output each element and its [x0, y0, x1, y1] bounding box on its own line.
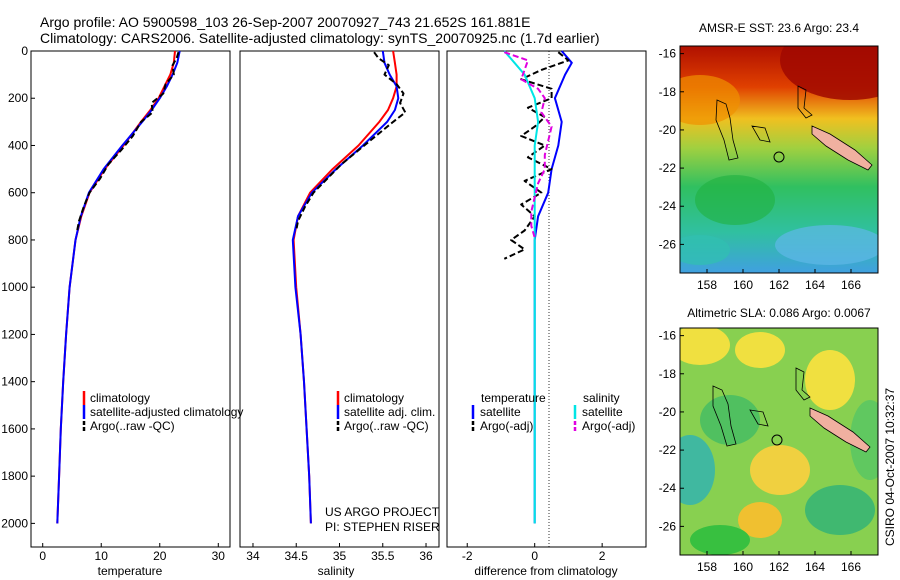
lat-tick-label: -18 — [659, 367, 677, 381]
legend-label-temp-satellite: satellite — [480, 405, 521, 419]
x-tick-label: 0 — [531, 549, 538, 563]
series-line-satellite-adj-clim — [291, 50, 400, 524]
legend-header-temperature: temperature — [481, 391, 546, 405]
x-tick-label: 2 — [599, 549, 606, 563]
depth-tick-label: 200 — [8, 91, 28, 105]
x-tick-label: 0 — [39, 549, 46, 563]
temperature-axes-box — [30, 50, 231, 548]
sla-argo-location-marker — [771, 434, 783, 446]
credit-project: US ARGO PROJECT — [325, 505, 440, 519]
lon-tick-label: 162 — [769, 278, 789, 292]
lon-tick-label: 166 — [841, 560, 861, 574]
figure-title-line-2: Climatology: CARS2006. Satellite-adjuste… — [40, 30, 600, 46]
depth-tick-label: 0 — [21, 44, 28, 58]
lon-tick-label: 166 — [841, 278, 861, 292]
lat-tick-label: -24 — [659, 199, 677, 213]
legend-label-satellite: satellite adj. clim. — [344, 405, 435, 419]
sst-argo-location-marker — [773, 151, 785, 163]
series-line-argo-raw-qc — [76, 51, 180, 231]
legend-header-salinity: salinity — [583, 391, 620, 405]
figure-title-line-1: Argo profile: AO 5900598_103 26-Sep-2007… — [40, 14, 530, 30]
series-line-climatology — [56, 50, 176, 524]
depth-tick-label: 1200 — [1, 327, 28, 341]
series-line-salinity-satellite — [503, 50, 540, 524]
series-line-climatology — [292, 50, 398, 524]
depth-tick-label: 2000 — [1, 516, 28, 530]
difference-panel: -2 0 2 difference from climatology tempera… — [446, 50, 647, 578]
x-tick-label: 35 — [333, 549, 347, 563]
lat-tick-label: -26 — [659, 237, 677, 251]
series-line-satellite-adjusted-climatology — [56, 50, 181, 524]
lon-tick-label: 158 — [697, 278, 717, 292]
sla-field — [680, 328, 878, 555]
salinity-xlabel: salinity — [318, 564, 355, 578]
legend-label-temp-argo: Argo(-adj) — [480, 419, 533, 433]
difference-axes-box — [446, 50, 647, 548]
x-tick-label: 10 — [95, 549, 109, 563]
lat-tick-label: -18 — [659, 85, 677, 99]
lat-tick-label: -22 — [659, 443, 677, 457]
lat-tick-label: -16 — [659, 329, 677, 343]
x-tick-label: 36 — [419, 549, 433, 563]
depth-tick-label: 1400 — [1, 375, 28, 389]
depth-tick-label: 400 — [8, 138, 28, 152]
difference-legend: temperature salinity satellite Argo(-adj… — [471, 391, 635, 433]
lat-tick-label: -20 — [659, 123, 677, 137]
sla-map-title: Altimetric SLA: 0.086 Argo: 0.0067 — [687, 306, 871, 320]
legend-label-sal-argo: Argo(-adj) — [582, 419, 635, 433]
depth-axis: 0 200 400 600 800 1000 1200 1400 1600 1800 2000 — [1, 44, 35, 530]
legend-label-argo: Argo(..raw -QC) — [344, 419, 429, 433]
salinity-axes-box — [239, 50, 440, 548]
lon-tick-label: 164 — [805, 560, 825, 574]
lat-tick-label: -16 — [659, 47, 677, 61]
temperature-panel: 0 10 20 30 temperature climatology satellit… — [30, 50, 243, 578]
depth-tick-label: 1800 — [1, 469, 28, 483]
series-line-salinity-argo-adj — [503, 51, 553, 238]
sla-coastline — [712, 367, 871, 453]
legend-label-argo: Argo(..raw -QC) — [90, 419, 175, 433]
lon-tick-label: 164 — [805, 278, 825, 292]
legend-label-sal-satellite: satellite — [582, 405, 623, 419]
salinity-panel: 34 34.5 35 35.5 36 salinity climatology sate… — [239, 50, 440, 578]
lon-tick-label: 160 — [733, 278, 753, 292]
x-tick-label: 34.5 — [285, 549, 309, 563]
sst-field — [680, 46, 878, 273]
credit-pi: PI: STEPHEN RISER — [325, 520, 440, 534]
lat-tick-label: -22 — [659, 161, 677, 175]
sst-map-title: AMSR-E SST: 23.6 Argo: 23.4 — [699, 21, 859, 35]
lon-tick-label: 158 — [697, 560, 717, 574]
temperature-xlabel: temperature — [98, 564, 163, 578]
legend-label-climatology: climatology — [344, 391, 404, 405]
depth-tick-label: 600 — [8, 186, 28, 200]
x-tick-label: 30 — [212, 549, 226, 563]
salinity-legend: climatology satellite adj. clim. Argo(..… — [336, 391, 435, 433]
lat-tick-label: -20 — [659, 405, 677, 419]
difference-xlabel: difference from climatology — [474, 564, 617, 578]
depth-tick-label: 1000 — [1, 280, 28, 294]
temperature-legend: climatology satellite-adjusted climatolo… — [82, 391, 243, 433]
sla-map: Altimetric SLA: 0.086 Argo: 0.0067 -16 -1… — [659, 306, 879, 574]
x-tick-label: 20 — [153, 549, 167, 563]
x-tick-label: 34 — [246, 549, 260, 563]
legend-label-satellite: satellite-adjusted climatology — [90, 405, 243, 419]
depth-tick-label: 1600 — [1, 422, 28, 436]
legend-label-climatology: climatology — [90, 391, 150, 405]
series-line-temperature-argo-adj — [503, 51, 570, 260]
x-tick-label: 35.5 — [371, 549, 395, 563]
lon-tick-label: 162 — [769, 560, 789, 574]
side-timestamp: CSIRO 04-Oct-2007 10:32:37 — [883, 388, 897, 546]
depth-tick-label: 800 — [8, 233, 28, 247]
sst-coastline — [715, 85, 873, 171]
sst-map: AMSR-E SST: 23.6 Argo: 23.4 -16 -18 -20 -22… — [659, 21, 879, 292]
lat-tick-label: -26 — [659, 519, 677, 533]
series-line-argo-raw-qc — [295, 51, 407, 231]
x-tick-label: -2 — [462, 549, 473, 563]
lon-tick-label: 160 — [733, 560, 753, 574]
lat-tick-label: -24 — [659, 481, 677, 495]
